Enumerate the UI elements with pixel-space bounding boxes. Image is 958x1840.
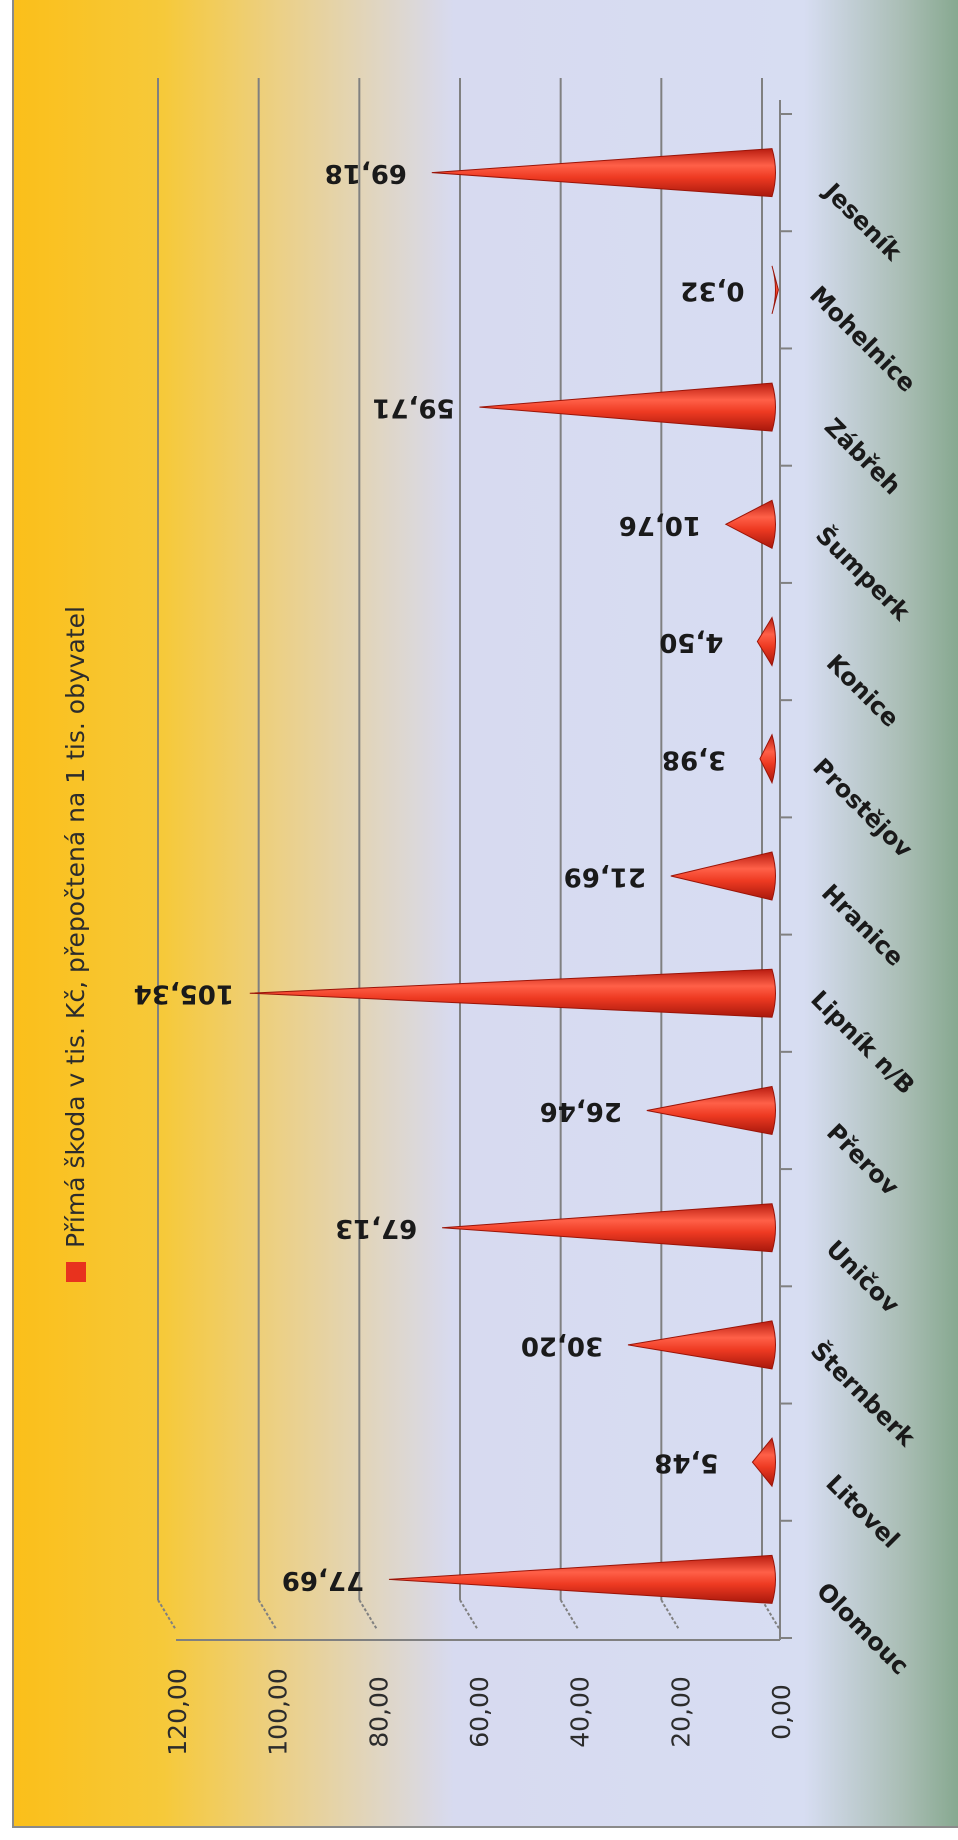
gridline-depth xyxy=(460,1600,478,1630)
cone-bar xyxy=(757,618,775,666)
gridline-depth xyxy=(158,1600,176,1630)
category-label: Přerov xyxy=(821,1118,904,1201)
cone-bar xyxy=(772,266,778,314)
legend-label: Přímá škoda v tis. Kč, přepočtená na 1 t… xyxy=(61,606,90,1248)
cone-bar xyxy=(389,1555,776,1603)
gridline-depth xyxy=(762,1600,780,1630)
category-label: Zábřeh xyxy=(819,413,907,501)
category-label: Prostějov xyxy=(807,753,918,864)
data-label: 69,18 xyxy=(325,158,407,188)
data-label: 105,34 xyxy=(134,979,234,1009)
gridline-depth xyxy=(561,1600,579,1630)
y-tick-label: 20,00 xyxy=(666,1676,695,1748)
data-label: 3,98 xyxy=(662,744,726,774)
y-tick-label: 40,00 xyxy=(566,1676,595,1748)
data-label: 5,48 xyxy=(654,1448,718,1478)
gridline-depth xyxy=(359,1600,377,1630)
gridline-depth xyxy=(661,1600,679,1630)
data-label: 21,69 xyxy=(564,862,646,892)
legend-marker xyxy=(66,1262,86,1282)
chart-frame: 0,00 20,00 40,00 60,00 80,00 100,00 120,00 77,… xyxy=(12,0,958,1828)
cone-bar xyxy=(442,1204,775,1252)
data-label: 10,76 xyxy=(619,510,701,540)
category-label: Hranice xyxy=(816,879,909,972)
cone-bar xyxy=(250,969,776,1017)
category-label: Šumperk xyxy=(810,520,917,627)
data-label: 77,69 xyxy=(282,1565,364,1595)
y-tick-label: 100,00 xyxy=(264,1668,293,1755)
category-label: Jeseník xyxy=(817,176,908,267)
data-label: 0,32 xyxy=(680,275,744,305)
category-label: Litovel xyxy=(820,1469,905,1554)
data-label: 4,50 xyxy=(659,627,723,657)
y-tick-label: 60,00 xyxy=(465,1676,494,1748)
cone-bar xyxy=(671,852,776,900)
y-tick-label: 80,00 xyxy=(364,1676,393,1748)
y-tick-label: 0,00 xyxy=(767,1684,796,1740)
cone-bar-chart: 0,00 20,00 40,00 60,00 80,00 100,00 120,00 77,… xyxy=(14,0,958,1828)
data-label: 26,46 xyxy=(540,1096,622,1126)
cone-bar xyxy=(647,1086,776,1134)
data-label: 67,13 xyxy=(335,1213,417,1243)
category-label: Lipník n/B xyxy=(805,985,920,1100)
cone-bar xyxy=(479,383,775,431)
cone-bar xyxy=(628,1321,776,1369)
category-label: Olomouc xyxy=(811,1577,914,1680)
category-label: Šternberk xyxy=(805,1335,923,1453)
category-label: Mohelnice xyxy=(804,281,921,398)
y-tick-label: 120,00 xyxy=(163,1668,192,1755)
category-label: Uničov xyxy=(821,1235,906,1320)
cone-bar xyxy=(726,500,776,548)
data-label: 59,71 xyxy=(372,393,454,423)
cone-bar xyxy=(432,149,776,197)
cone-bar xyxy=(752,1438,775,1486)
category-label: Konice xyxy=(821,649,905,733)
data-label: 30,20 xyxy=(521,1330,603,1360)
gridline-depth xyxy=(259,1600,277,1630)
